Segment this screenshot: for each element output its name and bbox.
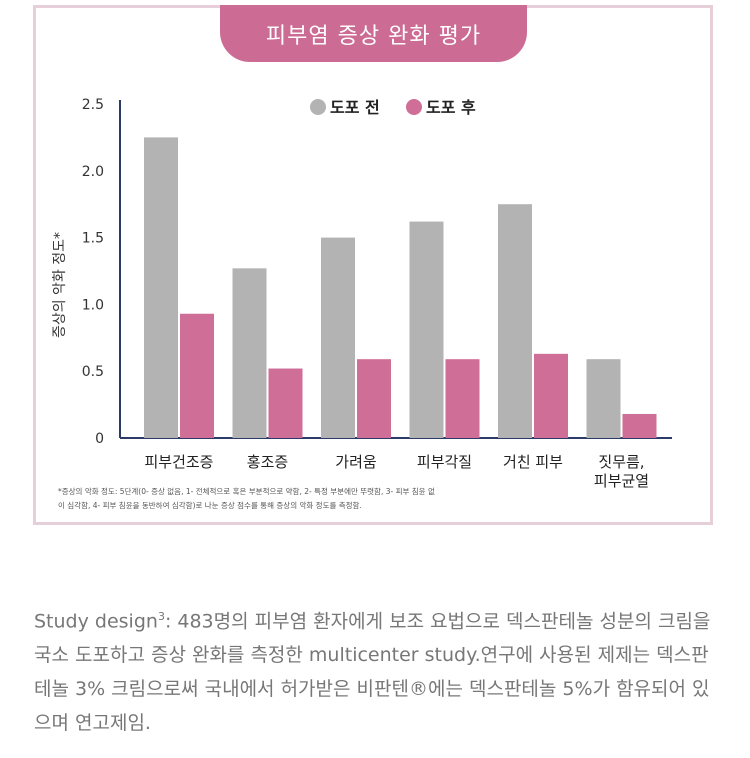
y-tick-label: 1.0 xyxy=(82,297,104,313)
study-reference: 3 xyxy=(157,610,165,623)
legend-label-after: 도포 후 xyxy=(426,98,476,117)
category-label: 홍조증 xyxy=(247,453,288,471)
footnote-line-1: *증상의 악화 정도: 5단계(0- 증상 없음, 1- 전체적으로 혹은 부분… xyxy=(58,487,435,496)
bar-after xyxy=(534,353,568,438)
bar-before xyxy=(586,359,621,438)
category-label: 피부건조증 xyxy=(144,453,213,471)
bar-before xyxy=(498,204,532,438)
y-tick-label: 0 xyxy=(95,431,104,447)
category-label: 가려움 xyxy=(335,453,376,471)
y-tick-label: 2.5 xyxy=(82,97,104,113)
y-tick-label: 0.5 xyxy=(82,364,104,380)
category-label: 피부균열 xyxy=(594,472,649,490)
bar-before xyxy=(409,221,444,438)
category-label: 거친 피부 xyxy=(503,453,563,471)
y-tick-label: 2.0 xyxy=(82,164,104,180)
legend-label-before: 도포 전 xyxy=(330,98,380,117)
study-body: : 483명의 피부염 환자에게 보조 요법으로 덱스판테놀 성분의 크림을 국… xyxy=(34,610,711,735)
bar-after xyxy=(268,368,303,438)
chart-footnote: *증상의 악화 정도: 5단계(0- 증상 없음, 1- 전체적으로 혹은 부분… xyxy=(58,485,688,513)
footnote-line-2: 이 심각함, 4- 피부 침윤을 동반하여 심각함)로 나눈 증상 점수를 통해… xyxy=(58,501,362,510)
y-axis-label: 증상의 악화 정도* xyxy=(52,232,68,338)
bar-before xyxy=(232,268,267,438)
bar-before xyxy=(144,137,178,438)
category-label: 짓무름, xyxy=(598,453,644,471)
study-prefix: Study design xyxy=(34,610,158,633)
bar-after xyxy=(445,359,480,438)
bar-before xyxy=(321,237,355,438)
chart-title: 피부염 증상 완화 평가 xyxy=(220,5,527,62)
y-tick-label: 1.5 xyxy=(82,231,104,247)
study-design-text: Study design3: 483명의 피부염 환자에게 보조 요법으로 덱스… xyxy=(34,600,724,740)
category-label: 피부각질 xyxy=(417,453,472,471)
bar-after xyxy=(180,313,214,438)
legend-marker-before xyxy=(310,99,326,115)
legend-marker-after xyxy=(406,99,422,115)
bar-after xyxy=(622,413,657,438)
bar-after xyxy=(357,359,391,438)
